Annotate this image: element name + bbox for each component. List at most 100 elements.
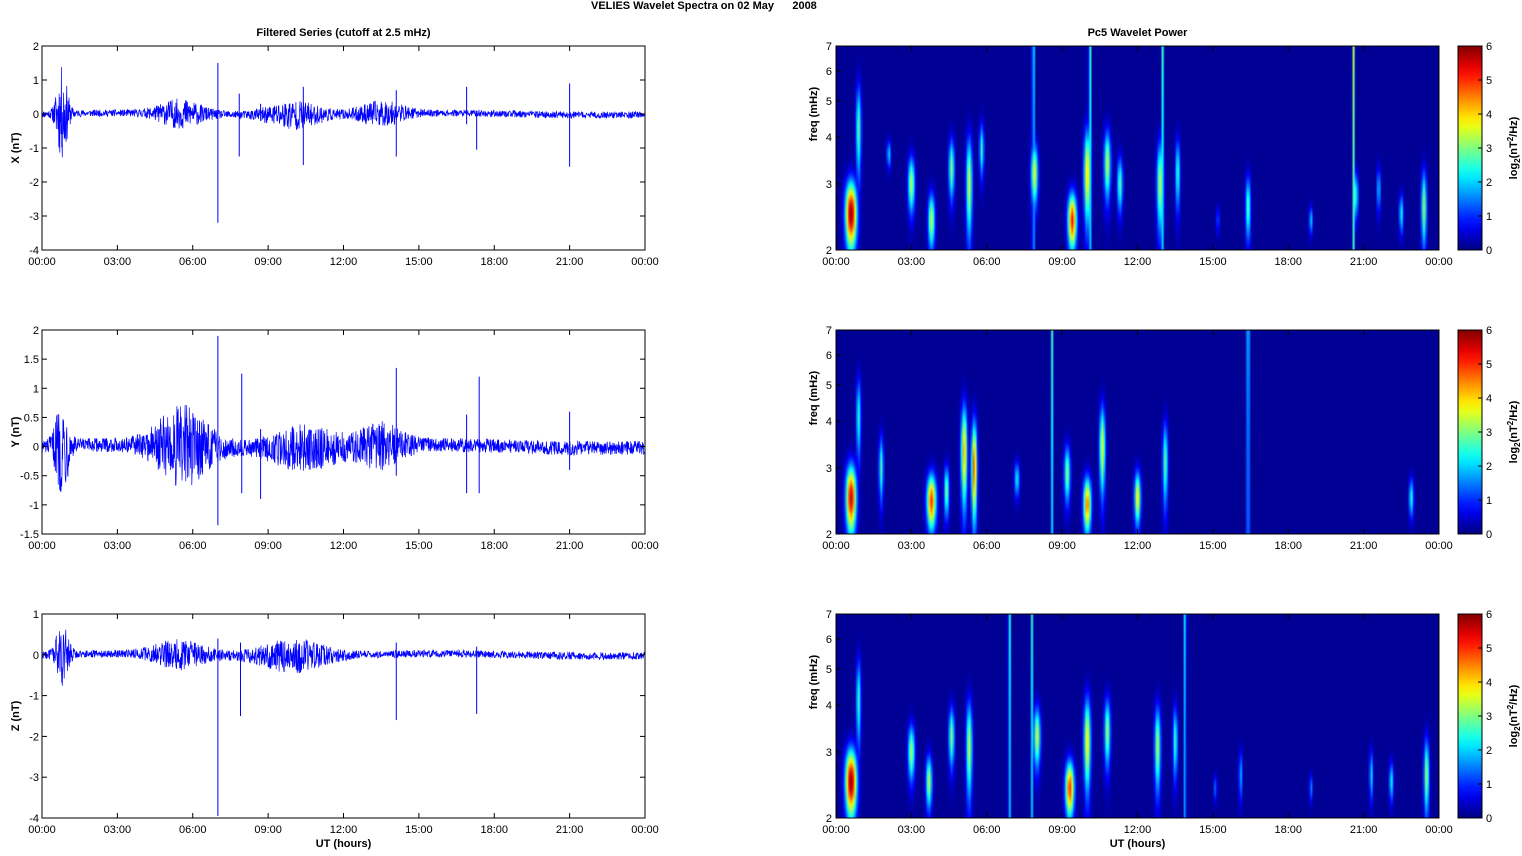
colorbar-label-part: 2 [1513, 726, 1522, 731]
x-tick-label: 09:00 [254, 256, 282, 268]
heatmap-chart-3: 2 3 4 5 6 7 00:00 03:00 06:00 09:00 12:00 15:00 18:0… [808, 27, 1522, 268]
colorbar-label-part: 2 [1506, 704, 1515, 709]
colorbar-tick-label: 0 [1486, 813, 1492, 825]
y-tick-label: 4 [826, 700, 832, 712]
y-tick-label: -4 [29, 813, 39, 825]
plot-area [42, 614, 645, 818]
colorbar-tick-label: 6 [1486, 325, 1492, 337]
line-chart-z: -4 -3 -2 -1 0 1 00:00 03:00 06:00 09:00 12:00 15:00… [10, 609, 659, 850]
x-tick-label: 18:00 [480, 824, 508, 836]
x-tick-label: 12:00 [330, 256, 358, 268]
y-tick-label: 1 [33, 609, 39, 621]
colorbar-label-part: /Hz) [1508, 116, 1520, 137]
x-tick-label: 12:00 [330, 824, 358, 836]
x-tick-label: 18:00 [1274, 824, 1302, 836]
wavelet-power-image [836, 46, 1439, 250]
x-tick-label: 06:00 [973, 540, 1001, 552]
x-tick-label: 00:00 [28, 540, 56, 552]
y-tick-label: 3 [826, 463, 832, 475]
line-chart-y: -1.5 -1 -0.5 0 0.5 1 1.5 2 00:00 03:00 06:00 09:00 1… [10, 325, 659, 552]
y-tick-label: 7 [826, 41, 832, 53]
x-tick-label: 06:00 [179, 540, 207, 552]
colorbar-tick-label: 0 [1486, 529, 1492, 541]
plot-area [42, 46, 645, 250]
x-tick-label: 12:00 [330, 540, 358, 552]
x-tick-label: 03:00 [898, 824, 926, 836]
colorbar-label-part: (nT [1508, 425, 1520, 442]
colorbar-tick-label: 5 [1486, 359, 1492, 371]
y-tick-label: 3 [826, 747, 832, 759]
x-tick-label: 15:00 [1199, 256, 1227, 268]
y-tick-label: -1 [29, 143, 39, 155]
y-tick-label: 6 [826, 634, 832, 646]
x-tick-label: 06:00 [179, 256, 207, 268]
colorbar-label-part: 2 [1506, 136, 1515, 141]
x-tick-label: 12:00 [1124, 540, 1152, 552]
y-tick-label: 2 [33, 325, 39, 337]
x-tick-label: 21:00 [556, 824, 584, 836]
y-tick-label: 0 [33, 109, 39, 121]
x-tick-label: 03:00 [898, 540, 926, 552]
x-tick-label: 00:00 [28, 256, 56, 268]
y-tick-label: 2 [826, 245, 832, 257]
x-tick-label: 21:00 [1350, 824, 1378, 836]
colorbar-label-part: (nT [1508, 141, 1520, 158]
y-tick-label: 1 [33, 383, 39, 395]
x-tick-label: 18:00 [480, 256, 508, 268]
x-tick-label: 18:00 [1274, 540, 1302, 552]
colorbar-label-part: /Hz) [1508, 400, 1520, 421]
colorbar-tick-label: 3 [1486, 143, 1492, 155]
colorbar-label: log2(nT2/Hz) [1506, 684, 1522, 747]
y-tick-label: 2 [826, 813, 832, 825]
y-axis-label: Z (nT) [10, 700, 22, 731]
x-tick-label: 15:00 [405, 824, 433, 836]
y-tick-label: 5 [826, 380, 832, 392]
series-line [41, 67, 646, 158]
colorbar-tick-label: 2 [1486, 177, 1492, 189]
colorbar-tick-label: 2 [1486, 461, 1492, 473]
colorbar-label: log2(nT2/Hz) [1506, 116, 1522, 179]
y-tick-label: 4 [826, 416, 832, 428]
colorbar-tick-label: 2 [1486, 745, 1492, 757]
y-tick-label: -4 [29, 245, 39, 257]
colorbar-tick-label: 4 [1486, 109, 1492, 121]
x-tick-label: 00:00 [1425, 540, 1453, 552]
x-tick-label: 00:00 [822, 256, 850, 268]
colorbar-label-part: (nT [1508, 709, 1520, 726]
colorbar-tick-label: 1 [1486, 211, 1492, 223]
y-tick-label: 1.5 [24, 354, 39, 366]
x-tick-label: 15:00 [405, 256, 433, 268]
colorbar-tick-label: 1 [1486, 779, 1492, 791]
y-tick-label: 3 [826, 179, 832, 191]
y-tick-label: -3 [29, 772, 39, 784]
colorbar-label-part: 2 [1506, 420, 1515, 425]
x-tick-label: 06:00 [973, 824, 1001, 836]
y-tick-label: 7 [826, 325, 832, 337]
colorbar-label-part: log [1508, 163, 1520, 180]
wavelet-power-image [836, 614, 1439, 818]
colorbar-label: log2(nT2/Hz) [1506, 400, 1522, 463]
x-tick-label: 09:00 [1048, 256, 1076, 268]
colorbar-label-part: log [1508, 447, 1520, 464]
x-tick-label: 09:00 [1048, 540, 1076, 552]
colorbar-label-part: log [1508, 731, 1520, 748]
y-tick-label: 5 [826, 96, 832, 108]
colorbar-tick-label: 6 [1486, 41, 1492, 53]
y-tick-label: 5 [826, 664, 832, 676]
y-tick-label: 7 [826, 609, 832, 621]
x-tick-label: 03:00 [104, 540, 132, 552]
colorbar-tick-label: 5 [1486, 75, 1492, 87]
colorbar-tick-label: 0 [1486, 245, 1492, 257]
colorbar-tick-label: 5 [1486, 643, 1492, 655]
x-tick-label: 03:00 [104, 824, 132, 836]
chart-title: Filtered Series (cutoff at 2.5 mHz) [256, 27, 431, 39]
colorbar-label-part: 2 [1513, 442, 1522, 447]
x-tick-label: 12:00 [1124, 256, 1152, 268]
x-tick-label: 00:00 [1425, 256, 1453, 268]
y-tick-label: -1.5 [20, 529, 39, 541]
x-tick-label: 15:00 [405, 540, 433, 552]
